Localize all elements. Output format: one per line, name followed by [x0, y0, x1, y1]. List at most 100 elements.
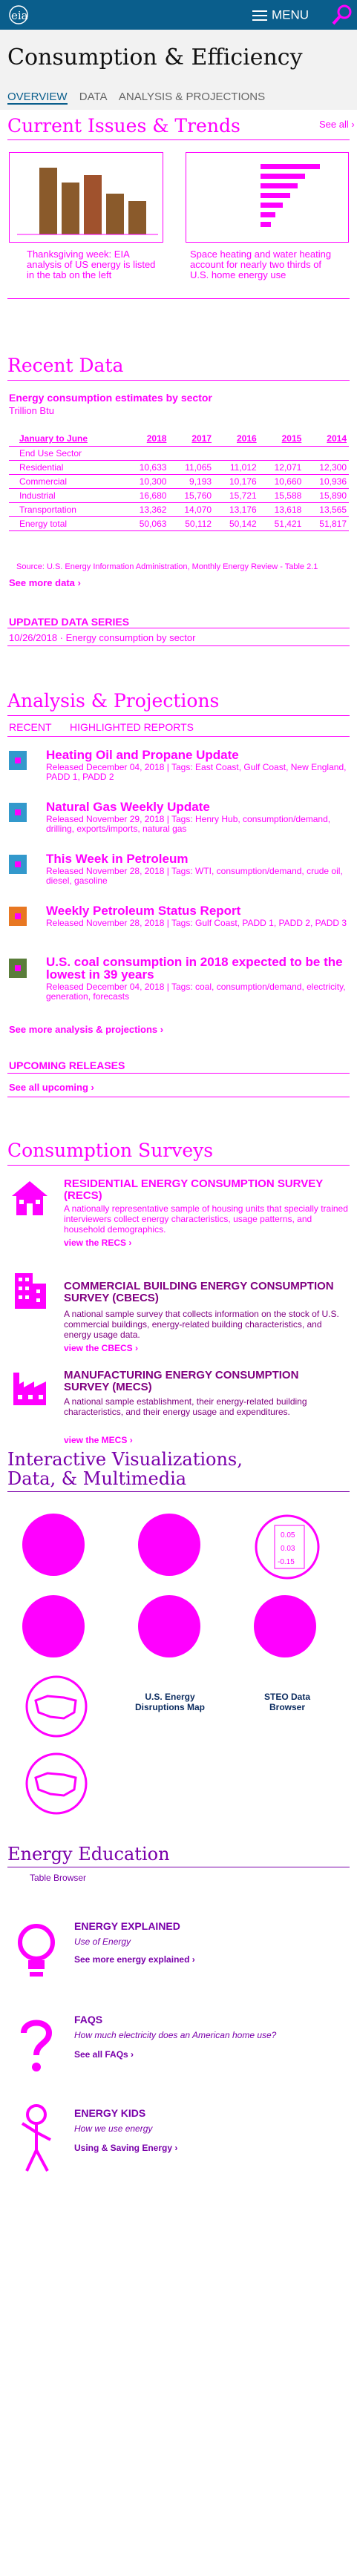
factory-icon [13, 1373, 46, 1405]
row-label: Commercial [9, 474, 124, 489]
survey-link-mecs[interactable]: view the MECS › [64, 1435, 133, 1445]
table-cell: 15,760 [168, 488, 214, 503]
table-cell: 11,065 [168, 460, 214, 475]
analysis-heading: Analysis & Projections [7, 690, 220, 712]
faqs-title[interactable]: FAQS [74, 2014, 103, 2025]
trend-chart-image-1[interactable] [9, 152, 163, 243]
using-saving-energy-link[interactable]: Using & Saving Energy › [74, 2143, 178, 2153]
survey-link-recs[interactable]: view the RECS › [64, 1238, 132, 1248]
hamburger-icon [252, 7, 267, 24]
table-cell: 13,362 [123, 502, 169, 517]
upcoming-releases-heading: UPCOMING RELEASES [9, 1059, 125, 1071]
title-band [0, 30, 357, 110]
survey-title-cbecs[interactable]: COMMERCIAL BUILDING ENERGY CONSUMPTION S… [64, 1280, 334, 1304]
tab-analysis[interactable]: ANALYSIS & PROJECTIONS [118, 91, 266, 103]
menu-label: MENU [272, 7, 309, 22]
survey-title-recs[interactable]: RESIDENTIAL ENERGY CONSUMPTION SURVEY (R… [64, 1177, 323, 1202]
analysis-tab-recent[interactable]: RECENT [9, 721, 52, 733]
menu-button[interactable]: MENU [252, 7, 309, 24]
viz-tile-image[interactable] [22, 1595, 85, 1657]
us-map-icon[interactable] [25, 1675, 88, 1738]
table-browser-label[interactable]: Table Browser [30, 1873, 87, 1883]
see-more-data-link[interactable]: See more data › [9, 577, 81, 588]
see-upcoming-link[interactable]: See all upcoming › [9, 1082, 94, 1093]
table-cell: 51,817 [304, 516, 349, 531]
divider [7, 1073, 350, 1074]
analysis-item-title[interactable]: Natural Gas Weekly Update [46, 800, 210, 814]
trend-caption-2[interactable]: Space heating and water heating account … [190, 249, 332, 280]
table-cell: 13,176 [214, 502, 259, 517]
row-label: Residential [9, 460, 124, 475]
trend-chart-image-2[interactable] [186, 152, 349, 243]
see-all-faqs-link[interactable]: See all FAQs › [74, 2049, 134, 2060]
viz-tile-image[interactable] [22, 1514, 85, 1576]
table-cell: 15,721 [214, 488, 259, 503]
see-more-analysis-link[interactable]: See more analysis & projections › [9, 1024, 164, 1035]
viz-heading: Interactive Visualizations, Data, & Mult… [7, 1449, 243, 1489]
search-icon[interactable] [330, 3, 354, 27]
table-row: Residential 10,633 11,065 11,012 12,071 … [9, 460, 349, 475]
education-heading: Energy Education [7, 1844, 170, 1864]
see-more-energy-explained-link[interactable]: See more energy explained › [74, 1954, 195, 1965]
updated-series-item[interactable]: 10/26/2018 · Energy consumption by secto… [9, 632, 196, 643]
energy-kids-title[interactable]: ENERGY KIDS [74, 2107, 146, 2119]
table-cell: 50,142 [214, 516, 259, 531]
table-subtitle: Trillion Btu [9, 405, 54, 416]
viz-tile-image[interactable] [138, 1514, 200, 1576]
steo-chart-thumbnail[interactable]: 0.05 0.03 -0.15 [254, 1514, 321, 1580]
viz-tile-image[interactable] [138, 1595, 200, 1657]
tab-data[interactable]: DATA [79, 91, 108, 103]
report-thumbnail-icon [9, 751, 27, 770]
survey-link-cbecs[interactable]: view the CBECS › [64, 1343, 139, 1353]
table-title: Energy consumption estimates by sector [9, 392, 212, 404]
analysis-item-title[interactable]: Weekly Petroleum Status Report [46, 904, 241, 918]
trend-caption-1[interactable]: Thanksgiving week: EIA analysis of US en… [27, 249, 156, 280]
table-cell: 10,176 [214, 474, 259, 489]
chart-number: -0.15 [278, 1558, 295, 1566]
survey-text-recs: A nationally representative sample of ho… [64, 1203, 348, 1235]
report-thumbnail-icon [9, 803, 27, 822]
table-cell: 50,063 [123, 516, 169, 531]
eia-logo[interactable]: eia [7, 4, 37, 25]
energy-kids-subtitle[interactable]: How we use energy [74, 2123, 153, 2134]
analysis-tab-highlighted[interactable]: HIGHLIGHTED REPORTS [70, 721, 194, 733]
question-mark-icon [21, 2020, 53, 2071]
section-label: End Use Sector [9, 446, 349, 461]
viz-tile-caption[interactable]: U.S. Energy Disruptions Map [134, 1692, 205, 1712]
survey-title-mecs[interactable]: MANUFACTURING ENERGY CONSUMPTION SURVEY … [64, 1369, 299, 1393]
chart-number: 0.03 [281, 1545, 295, 1553]
page-title: Consumption & Efficiency [7, 45, 303, 70]
house-icon [12, 1181, 48, 1215]
chart-number: 0.05 [281, 1531, 295, 1540]
report-thumbnail-icon [9, 855, 27, 874]
issues-see-all-link[interactable]: See all › [319, 119, 355, 130]
analysis-item-title[interactable]: Heating Oil and Propane Update [46, 748, 239, 762]
row-label: Energy total [9, 516, 124, 531]
analysis-item-title[interactable]: This Week in Petroleum [46, 852, 189, 866]
tab-overview[interactable]: OVERVIEW [7, 91, 68, 105]
row-label: Transportation [9, 502, 124, 517]
faqs-subtitle[interactable]: How much electricity does an American ho… [74, 2030, 277, 2040]
viz-tile-image[interactable] [254, 1595, 316, 1657]
survey-text-mecs: A national sample establishment, their e… [64, 1396, 307, 1417]
table-source: Source: U.S. Energy Information Administ… [16, 562, 318, 571]
column-header: 2017 [168, 432, 214, 447]
table-cell: 10,660 [258, 474, 304, 489]
column-header: 2015 [258, 432, 304, 447]
us-map-icon[interactable] [25, 1752, 88, 1815]
energy-explained-title[interactable]: ENERGY EXPLAINED [74, 1920, 180, 1932]
divider [7, 715, 350, 716]
analysis-item-title[interactable]: U.S. coal consumption in 2018 expected t… [46, 955, 343, 982]
issues-heading: Current Issues & Trends [7, 115, 240, 137]
table-cell: 51,421 [258, 516, 304, 531]
table-cell: 9,193 [168, 474, 214, 489]
analysis-item-meta: Released December 04, 2018 | Tags: East … [46, 762, 347, 782]
consumption-table: January to June 2018 2017 2016 2015 2014… [9, 432, 349, 531]
table-cell: 50,112 [168, 516, 214, 531]
viz-tile-caption[interactable]: STEO Data Browser [263, 1692, 310, 1712]
table-cell: 14,070 [168, 502, 214, 517]
recent-heading: Recent Data [7, 355, 124, 376]
energy-explained-subtitle[interactable]: Use of Energy [74, 1936, 131, 1947]
table-cell: 15,588 [258, 488, 304, 503]
divider [7, 139, 350, 140]
